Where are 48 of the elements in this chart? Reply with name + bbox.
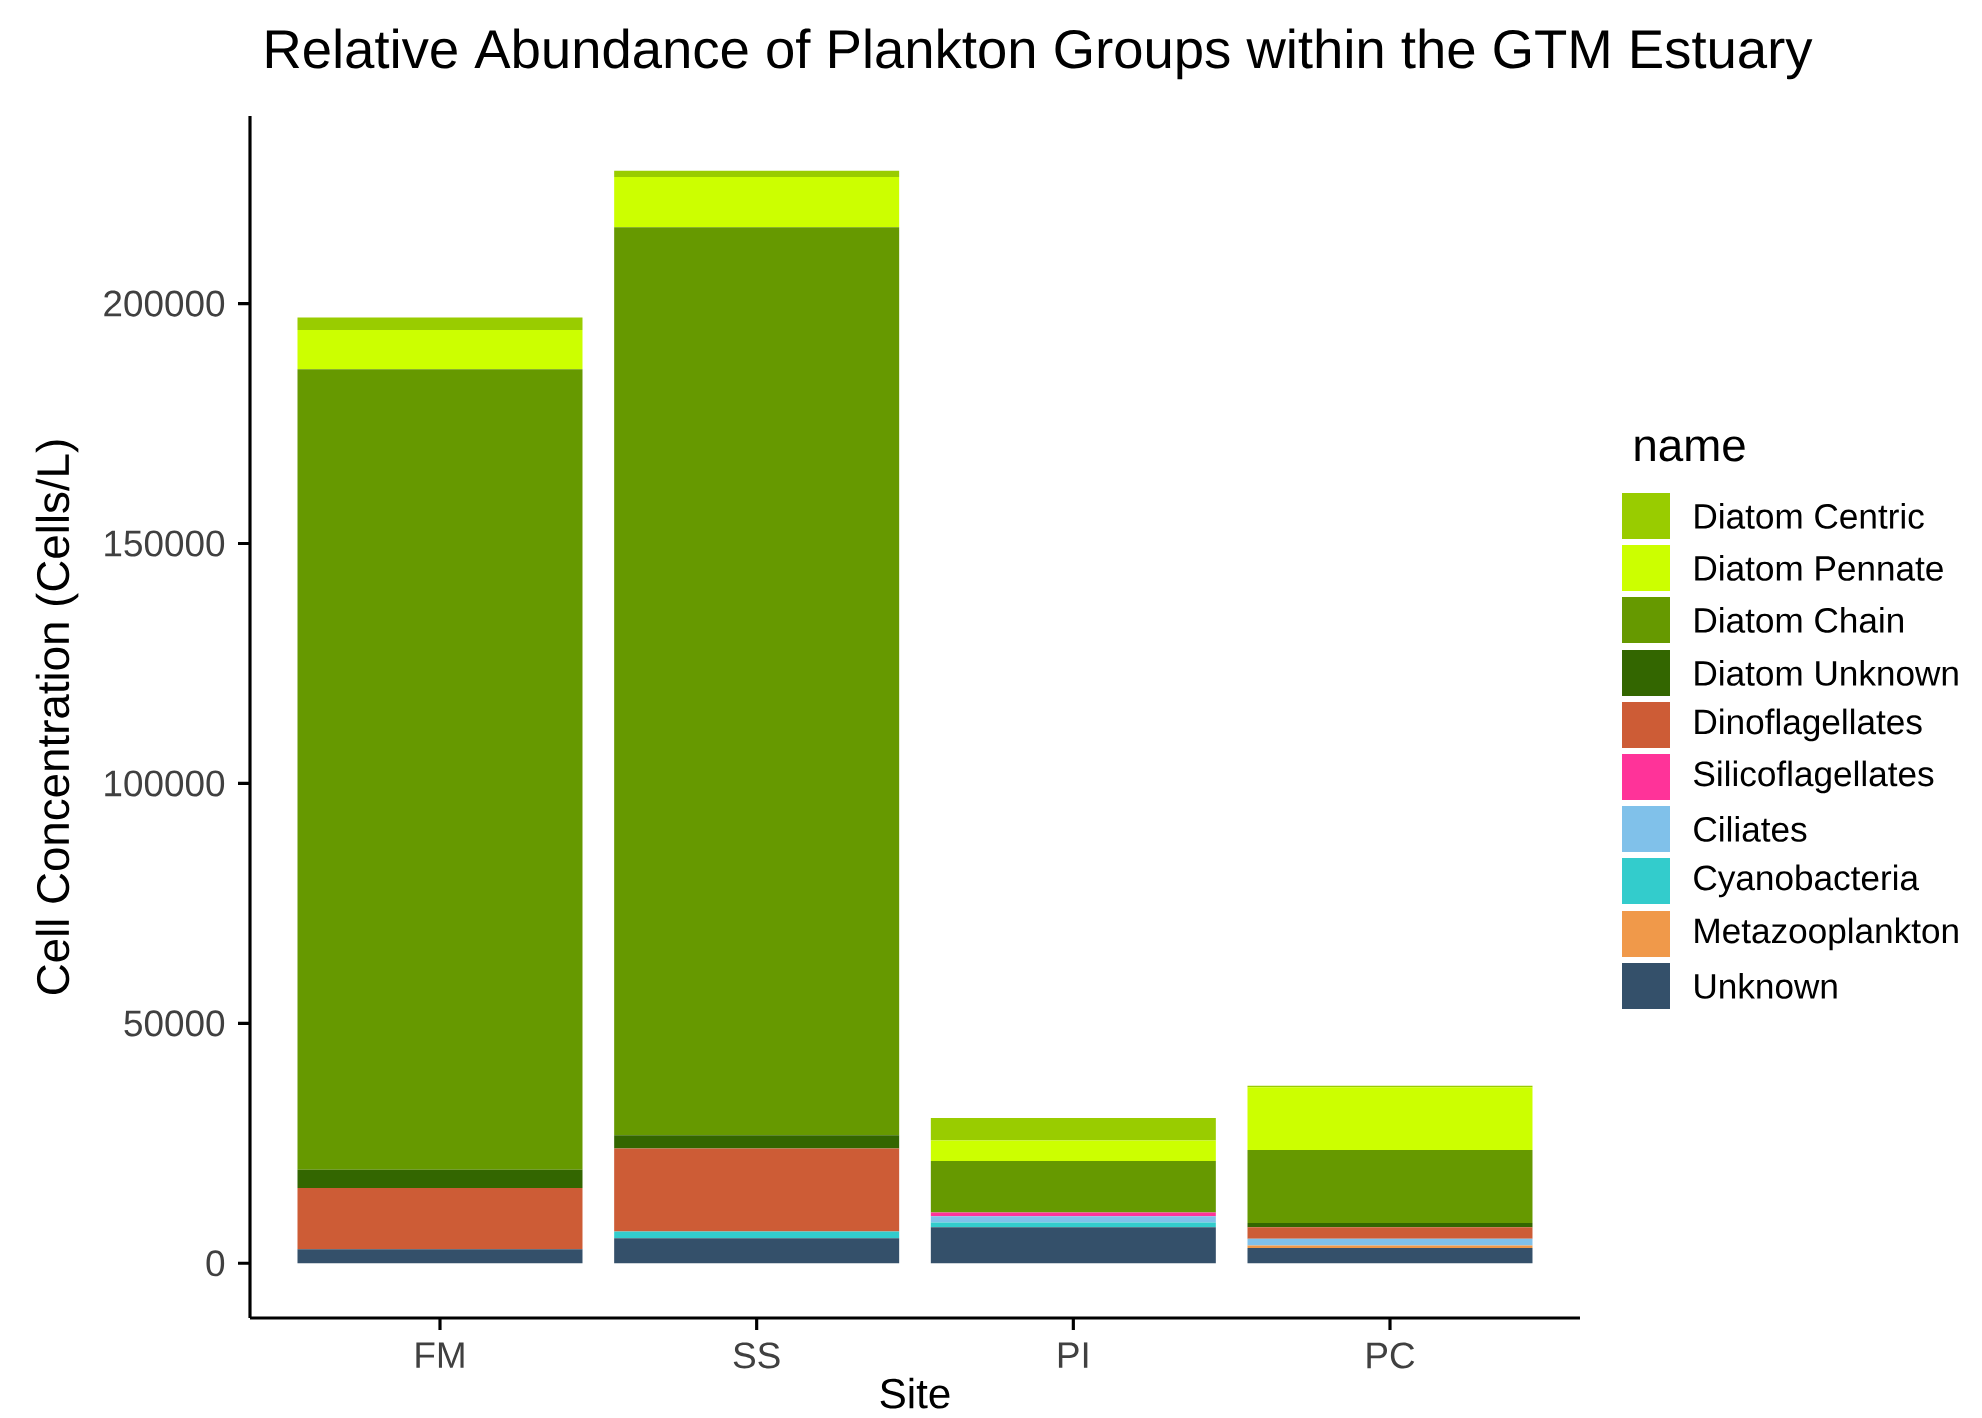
- y-tick-label: 0: [206, 1250, 225, 1277]
- x-tick-label: SS: [733, 1342, 780, 1369]
- bar: [614, 176, 900, 228]
- legend-label: Diatom Chain: [1695, 607, 1903, 633]
- x-tick-label: FM: [416, 1342, 464, 1368]
- bar: [1247, 1227, 1533, 1239]
- bar: [614, 1135, 900, 1149]
- legend-label: Metazooplankton: [1695, 917, 1958, 951]
- bar: [297, 330, 583, 370]
- bar: [1247, 1247, 1533, 1264]
- bar: [297, 1249, 583, 1264]
- bar: [930, 1222, 1216, 1228]
- bar: [297, 1187, 583, 1250]
- bar: [614, 1148, 900, 1232]
- x-axis-title: Site: [880, 1377, 950, 1409]
- legend-label: Ciliates: [1694, 816, 1807, 842]
- legend-label: Silicoflagellates: [1694, 760, 1934, 794]
- bar: [1247, 1238, 1533, 1246]
- bar: [930, 1227, 1216, 1264]
- legend-label: Diatom Unknown: [1695, 660, 1958, 686]
- legend-label: Unknown: [1695, 973, 1837, 999]
- x-tick-label: PI: [1058, 1342, 1088, 1368]
- y-tick-label: 150000: [105, 530, 225, 557]
- x-tick-label: PC: [1367, 1342, 1415, 1369]
- bar: [930, 1140, 1216, 1162]
- bar: [930, 1117, 1216, 1141]
- bar: [1247, 1087, 1533, 1151]
- bar: [1247, 1150, 1533, 1223]
- bar: [297, 369, 583, 1170]
- bar: [614, 227, 900, 1136]
- legend-title: name: [1635, 436, 1745, 462]
- bar: [614, 170, 900, 177]
- bar: [930, 1216, 1216, 1223]
- legend-label: Dinoflagellates: [1695, 708, 1922, 742]
- y-tick-label: 100000: [105, 770, 225, 797]
- legend-label: Diatom Centric: [1695, 503, 1924, 529]
- y-axis-title: Cell Concentration (Cells/L): [35, 440, 79, 994]
- bar: [930, 1161, 1216, 1213]
- legend-label: Diatom Pennate: [1695, 555, 1943, 581]
- legend-label: Cyanobacteria: [1694, 864, 1920, 898]
- y-tick-label: 200000: [104, 290, 225, 317]
- chart-title: Relative Abundance of Plankton Groups within the GTM Estuary: [266, 28, 1813, 80]
- bar: [297, 1169, 583, 1188]
- bar: [1247, 1222, 1533, 1228]
- bar: [930, 1212, 1216, 1217]
- bar: [614, 1238, 900, 1264]
- bar: [297, 317, 583, 330]
- y-tick-label: 50000: [124, 1010, 225, 1037]
